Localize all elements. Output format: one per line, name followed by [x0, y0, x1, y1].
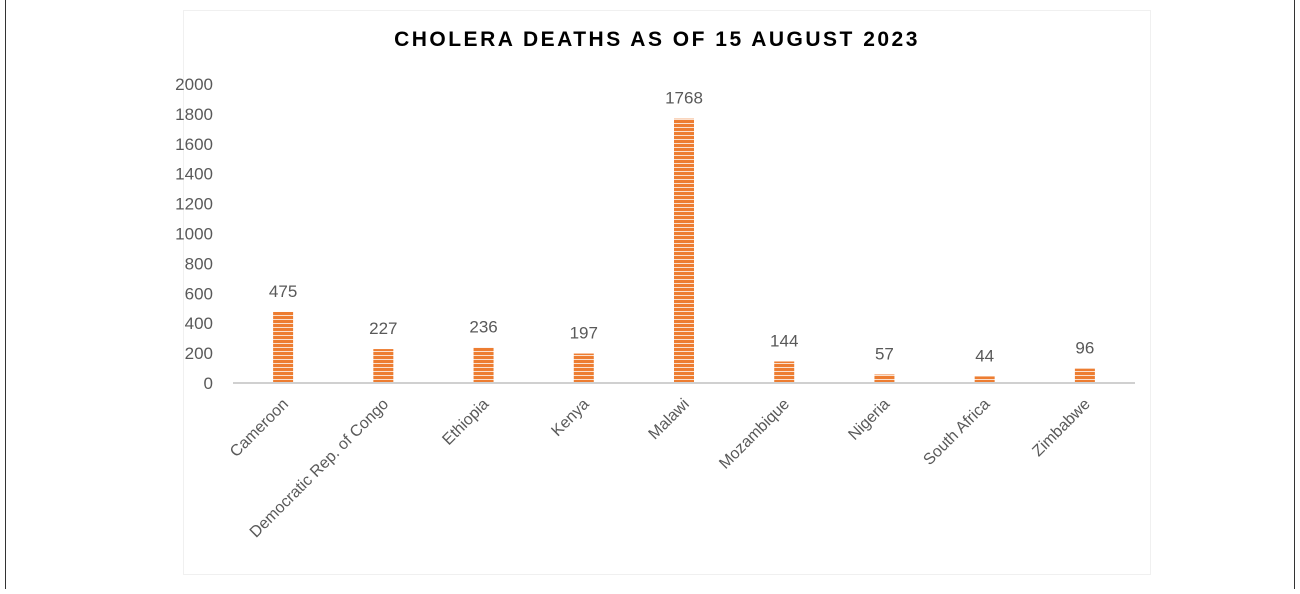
data-label: 96 [1075, 339, 1094, 358]
bar [674, 118, 694, 384]
y-tick-label: 2000 [175, 75, 213, 94]
y-tick-label: 800 [185, 254, 213, 273]
y-tick-label: 0 [204, 374, 213, 393]
bar [473, 347, 494, 383]
chart-title: CHOLERA DEATHS AS OF 15 AUGUST 2023 [394, 28, 920, 51]
y-tick-label: 1000 [175, 225, 213, 244]
data-label: 197 [570, 324, 598, 343]
bar [573, 353, 594, 383]
chart-area [183, 10, 1151, 575]
data-label: 1768 [665, 89, 703, 108]
y-tick-label: 1200 [175, 195, 213, 214]
y-tick-label: 400 [185, 314, 213, 333]
bar [1074, 368, 1095, 383]
data-label: 144 [770, 331, 798, 350]
data-label: 475 [269, 282, 297, 301]
y-tick-label: 1800 [175, 105, 213, 124]
bar [373, 349, 394, 383]
y-tick-label: 200 [185, 344, 213, 363]
bar [874, 374, 895, 383]
y-tick-label: 1400 [175, 165, 213, 184]
bar [273, 311, 294, 383]
y-tick-label: 1600 [175, 135, 213, 154]
bar [974, 376, 995, 383]
data-label: 57 [875, 344, 894, 363]
data-label: 44 [975, 346, 994, 365]
bar [774, 361, 795, 383]
y-tick-label: 600 [185, 284, 213, 303]
data-label: 236 [469, 318, 497, 337]
data-label: 227 [369, 319, 397, 338]
